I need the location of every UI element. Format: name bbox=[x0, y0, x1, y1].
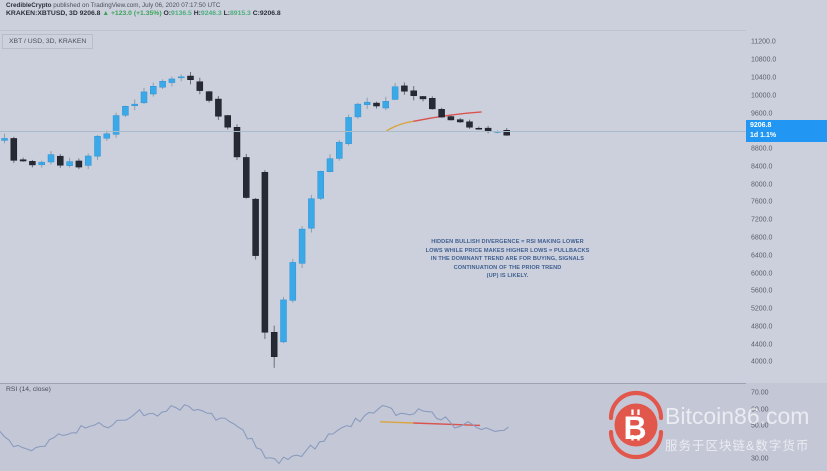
svg-text:B: B bbox=[623, 410, 646, 446]
